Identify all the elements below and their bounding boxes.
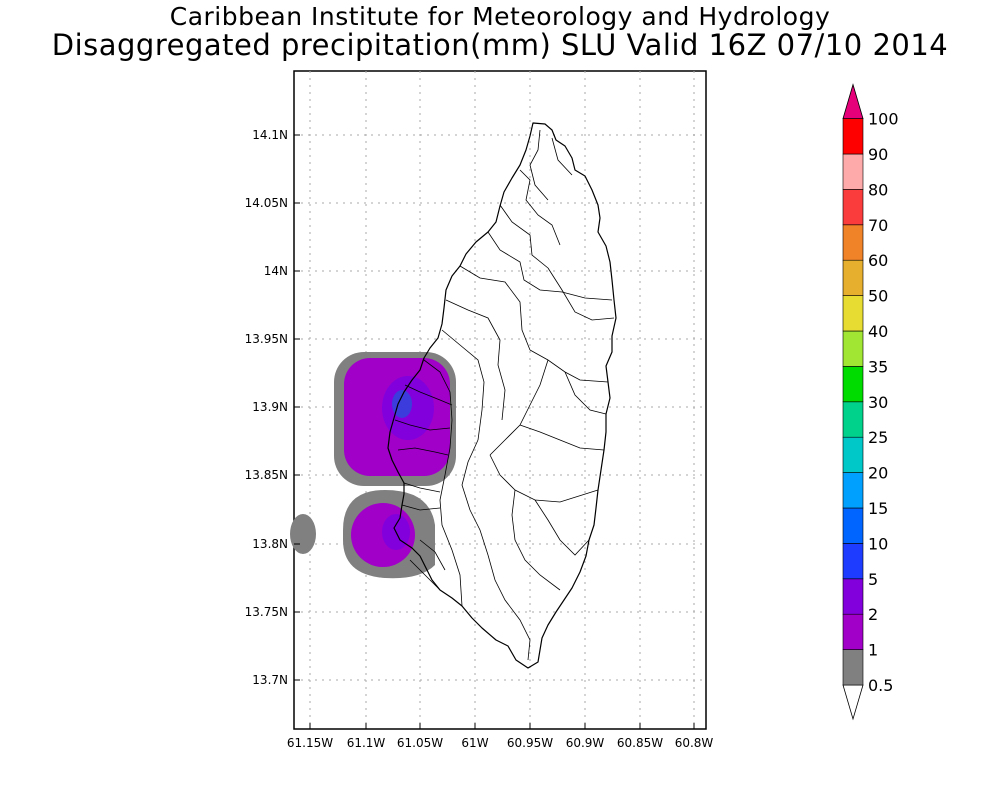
colorbar-segment (842, 259, 864, 296)
colorbar-segment (842, 153, 864, 190)
colorbar-segment (842, 578, 864, 615)
colorbar-label: 15 (868, 499, 888, 518)
colorbar-label: 20 (868, 464, 888, 483)
colorbar-label: 60 (868, 251, 888, 270)
lat-labels: 14.1N 14.05N 14N 13.95N 13.9N 13.85N 13.… (245, 128, 288, 687)
colorbar-segment (842, 613, 864, 650)
colorbar-label: 0.5 (868, 676, 893, 695)
colorbar-segment (842, 507, 864, 544)
colorbar-label: 90 (868, 145, 888, 164)
lon-label: 60.85W (617, 736, 663, 750)
colorbar-segment (842, 472, 864, 509)
lon-label: 61W (461, 736, 488, 750)
map-subtitle: Disaggregated precipitation(mm) SLU Vali… (51, 28, 949, 62)
colorbar-arrow-low (842, 684, 864, 721)
lat-label: 13.8N (252, 537, 288, 551)
colorbar-label: 100 (868, 110, 899, 129)
lon-label: 61.15W (287, 736, 333, 750)
colorbar-segment (842, 401, 864, 438)
colorbar-segment (842, 649, 864, 686)
precip-core-north-5mm (392, 390, 412, 418)
colorbar-label: 2 (868, 605, 878, 624)
lat-ticks (294, 134, 300, 681)
colorbar-segment (842, 295, 864, 332)
lon-ticks (309, 723, 695, 729)
colorbar-segment (842, 330, 864, 367)
lat-label: 13.75N (245, 605, 288, 619)
lon-label: 61.05W (397, 736, 443, 750)
colorbar-segment (842, 543, 864, 580)
lat-label: 14.1N (252, 128, 288, 142)
colorbar-label: 25 (868, 428, 888, 447)
lat-label: 13.85N (245, 468, 288, 482)
lat-label: 14.05N (245, 196, 288, 210)
colorbar-label: 30 (868, 393, 888, 412)
lon-label: 60.8W (675, 736, 714, 750)
colorbar-segment (842, 118, 864, 155)
lat-label: 13.7N (252, 673, 288, 687)
lat-label: 13.9N (252, 400, 288, 414)
colorbar-label: 5 (868, 570, 878, 589)
lon-label: 60.9W (566, 736, 605, 750)
lon-label: 60.95W (507, 736, 553, 750)
colorbar-segment (842, 224, 864, 261)
lat-label: 14N (264, 264, 288, 278)
map-title: Caribbean Institute for Meteorology and … (169, 2, 831, 31)
colorbar-label: 10 (868, 534, 888, 553)
colorbar-label: 40 (868, 322, 888, 341)
colorbar-segment (842, 189, 864, 226)
colorbar-label: 70 (868, 216, 888, 235)
lat-label: 13.95N (245, 332, 288, 346)
precip-area-west-05mm (290, 514, 316, 554)
lon-labels: 61.15W 61.1W 61.05W 61W 60.95W 60.9W 60.… (287, 736, 714, 750)
colorbar-label: 1 (868, 641, 878, 660)
colorbar-segment (842, 436, 864, 473)
colorbar-label: 35 (868, 357, 888, 376)
island-coastline (387, 122, 617, 669)
colorbar-label: 50 (868, 287, 888, 306)
colorbar-segment (842, 366, 864, 403)
district-boundaries (394, 129, 615, 661)
colorbar-label: 80 (868, 180, 888, 199)
lon-label: 61.1W (347, 736, 386, 750)
colorbar-arrow-high (842, 83, 864, 119)
